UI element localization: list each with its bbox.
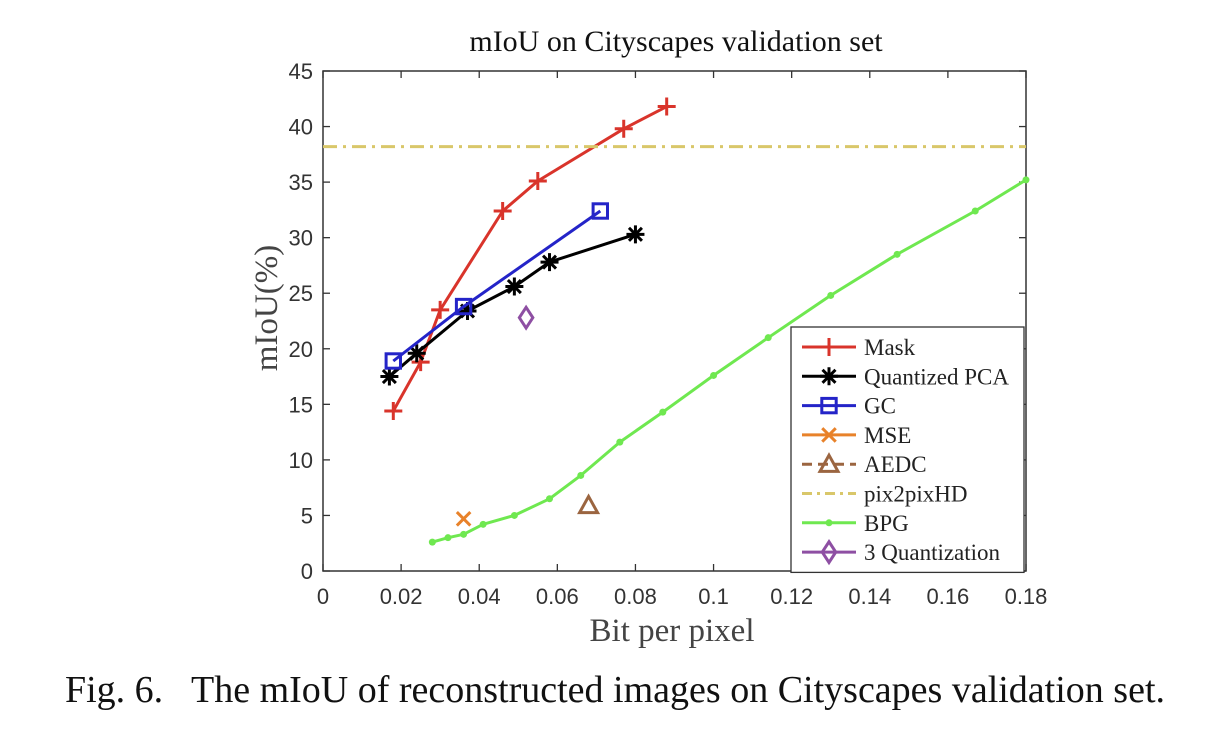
y-tick-label: 15: [289, 392, 313, 417]
data-point-quantized-pca: [505, 277, 524, 296]
legend-item-quantized-pca: Quantized PCA: [802, 364, 1009, 389]
series-line-quantized-pca: [388, 232, 636, 378]
data-point-aedc: [577, 493, 601, 515]
series-quantized-pca: [380, 225, 645, 386]
x-tick-label: 0.08: [614, 584, 657, 609]
x-axis-label: Bit per pixel: [590, 613, 755, 649]
series-line-gc: [392, 209, 602, 363]
legend-item-pix2pixhd: pix2pixHD: [802, 482, 968, 507]
data-point-bpg: [460, 530, 468, 538]
legend-label: 3 Quantization: [864, 540, 1001, 565]
data-point-mask: [431, 300, 450, 319]
data-point-bpg: [428, 538, 436, 546]
data-point-bpg: [659, 408, 667, 416]
legend-label: Mask: [864, 335, 916, 360]
x-tick-label: 0.16: [926, 584, 969, 609]
series-3-quantization: [517, 304, 535, 331]
y-axis-label: mIoU(%): [249, 245, 285, 371]
data-point-quantized-pca: [458, 302, 477, 320]
legend-label: Quantized PCA: [864, 364, 1009, 389]
legend-marker: [820, 367, 838, 386]
data-point-quantized-pca: [407, 344, 426, 363]
data-point-bpg: [479, 520, 487, 528]
series-aedc: [577, 493, 601, 515]
x-tick-label: 0.12: [770, 584, 813, 609]
y-tick-label: 45: [289, 59, 313, 84]
legend-label: MSE: [864, 423, 911, 448]
legend: Mask Quantized PCA GC MSE AEDC pix2pixHD BPG 3 …: [790, 326, 1025, 574]
y-tick-label: 0: [301, 559, 313, 584]
legend-label: BPG: [864, 511, 909, 536]
legend-item-bpg: BPG: [802, 511, 909, 536]
data-point-bpg: [616, 438, 624, 446]
y-tick-label: 40: [289, 115, 313, 140]
data-point-gc: [591, 202, 609, 220]
data-point-bpg: [577, 471, 585, 479]
y-tick-label: 10: [289, 448, 313, 473]
data-point-bpg: [546, 495, 554, 503]
data-point-gc: [454, 297, 473, 316]
legend-marker: [820, 338, 838, 356]
x-tick-label: 0.06: [536, 584, 579, 609]
data-point-mask: [528, 172, 547, 190]
legend-item-3-quantization: 3 Quantization: [802, 539, 1001, 566]
legend-marker: [821, 427, 837, 443]
x-tick-label: 0.1: [698, 584, 729, 609]
data-point-bpg: [827, 291, 835, 299]
data-point-bpg: [710, 371, 718, 379]
plot-area: 0 0.02 0.04 0.06 0.08 0.1 0.12 0.14 0.16 0.18 0 5 10…: [289, 59, 1048, 609]
chart: mIoU on Cityscapes validation set 0 0.02 0…: [249, 25, 1048, 649]
data-point-bpg: [1022, 176, 1030, 184]
legend-item-mse: MSE: [802, 423, 911, 448]
series-mask: [384, 97, 676, 420]
x-tick-label: 0: [317, 584, 329, 609]
legend-marker: [817, 452, 841, 473]
figure-caption: Fig. 6. The mIoU of reconstructed images…: [64, 669, 1165, 711]
data-point-mse: [455, 510, 472, 527]
data-point-quantized-pca: [540, 253, 559, 272]
legend-item-mask: Mask: [802, 335, 916, 360]
data-point-quantized-pca: [626, 225, 645, 244]
series-mse: [455, 510, 472, 527]
data-point-3-quantization: [517, 304, 535, 331]
legend-marker: [820, 396, 838, 415]
y-tick-label: 5: [301, 503, 313, 528]
x-tick-label: 0.04: [458, 584, 501, 609]
series-gc: [384, 202, 609, 370]
chart-title: mIoU on Cityscapes validation set: [469, 25, 883, 58]
y-tick-label: 30: [289, 226, 313, 251]
data-point-mask: [493, 202, 512, 220]
data-point-mask: [614, 119, 633, 138]
series-bpg: [428, 176, 1030, 546]
data-point-bpg: [764, 334, 772, 342]
data-point-mask: [657, 97, 676, 116]
x-tick-label: 0.02: [380, 584, 423, 609]
y-tick-label: 20: [289, 337, 313, 362]
x-tick-label: 0.14: [848, 584, 891, 609]
data-point-bpg: [971, 207, 979, 215]
data-point-bpg: [893, 250, 901, 258]
x-tick-label: 0.18: [1005, 584, 1048, 609]
y-tick-label: 35: [289, 170, 313, 195]
data-point-bpg: [444, 534, 452, 542]
data-point-gc: [384, 352, 403, 370]
y-tick-label: 25: [289, 281, 313, 306]
data-point-bpg: [510, 511, 518, 519]
data-point-quantized-pca: [380, 367, 399, 386]
data-point-mask: [384, 402, 403, 420]
legend-label: pix2pixHD: [864, 482, 968, 507]
legend-item-aedc: AEDC: [802, 452, 927, 477]
legend-marker: [825, 519, 833, 527]
legend-item-gc: GC: [802, 394, 896, 419]
legend-label: GC: [864, 394, 896, 419]
legend-label: AEDC: [864, 452, 927, 477]
legend-marker: [820, 539, 838, 566]
axes-box: [322, 70, 1027, 572]
